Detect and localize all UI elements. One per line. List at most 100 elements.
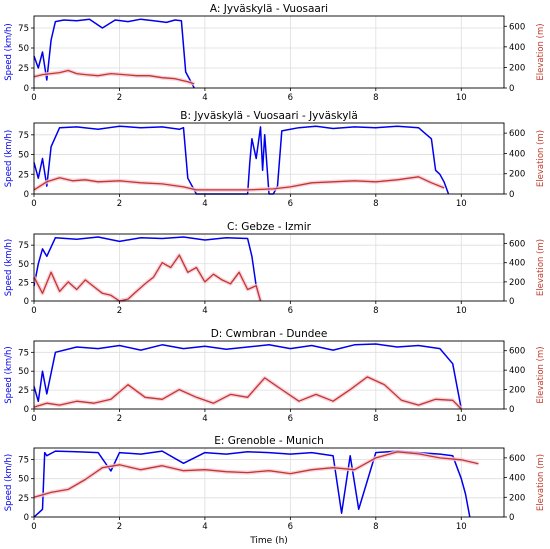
elevation-line [33, 69, 195, 85]
chart-panel-e: 0 2 4 6 8 10 0 25 50 75 0 200 400 600 E: Grenoble - Mu… [4, 435, 546, 546]
y-tick-label-left: 75 [18, 241, 29, 251]
y-tick-label-right: 0 [509, 84, 514, 94]
x-tick-label: 4 [202, 306, 207, 316]
y-tick-label-left: 50 [18, 367, 29, 377]
y-tick-label-left: 75 [18, 348, 29, 358]
y-tick-label-right: 200 [509, 386, 525, 396]
x-tick-label: 2 [117, 414, 122, 424]
y-tick-label-left: 0 [24, 513, 29, 523]
chart-panel-b: 0 2 4 6 8 10 0 25 50 75 0 200 400 600 B: Jyväskylä - V… [4, 110, 546, 209]
x-tick-label: 4 [202, 522, 207, 532]
x-tick-label: 2 [117, 93, 122, 103]
y-tick-label-right: 0 [509, 297, 514, 307]
y-tick-label-right: 200 [509, 63, 525, 73]
x-tick-label: 0 [31, 199, 36, 209]
x-tick-label: 0 [31, 522, 36, 532]
chart-title: D: Cwmbran - Dundee [211, 328, 328, 340]
y-tick-label-right: 200 [509, 493, 525, 503]
speed-line [33, 236, 262, 302]
y-tick-label-left: 50 [18, 151, 29, 161]
y-axis-label-speed: Speed (km/h) [4, 454, 14, 511]
axes-frame [33, 340, 505, 410]
y-tick-label-right: 400 [509, 43, 525, 53]
x-tick-label: 6 [288, 199, 293, 209]
y-tick-label-right: 0 [509, 190, 514, 200]
chart-panel-d: 0 2 4 6 8 10 0 25 50 75 0 200 400 600 D: Cwmbran - Dun… [4, 328, 546, 424]
y-tick-label-right: 600 [509, 347, 525, 357]
x-tick-label: 2 [117, 522, 122, 532]
y-tick-label-left: 50 [18, 260, 29, 270]
y-tick-label-left: 0 [24, 84, 29, 94]
y-axis-label-speed: Speed (km/h) [4, 130, 14, 187]
elevation-line [33, 376, 462, 410]
axes-frame [33, 15, 505, 89]
chart-panel-a: 0 2 4 6 8 10 0 25 50 75 0 200 400 600 A: Jyväskylä - V… [4, 3, 546, 103]
y-tick-label-right: 0 [509, 405, 514, 415]
y-tick-label-left: 25 [18, 386, 29, 396]
chart-title: E: Grenoble - Munich [214, 435, 324, 447]
x-tick-label: 4 [202, 93, 207, 103]
x-tick-label: 4 [202, 414, 207, 424]
y-tick-label-left: 75 [18, 131, 29, 141]
y-tick-label-right: 200 [509, 278, 525, 288]
y-tick-label-right: 600 [509, 22, 525, 32]
y-tick-label-left: 75 [18, 24, 29, 34]
y-tick-label-right: 600 [509, 129, 525, 139]
x-tick-label: 10 [456, 414, 467, 424]
y-tick-label-right: 600 [509, 240, 525, 250]
y-tick-label-left: 0 [24, 297, 29, 307]
y-tick-label-left: 50 [18, 475, 29, 485]
y-axis-label-elevation: Elevation (m) [536, 130, 546, 187]
y-tick-label-right: 400 [509, 259, 525, 269]
x-tick-label: 0 [31, 306, 36, 316]
y-tick-label-left: 25 [18, 494, 29, 504]
x-tick-label: 0 [31, 414, 36, 424]
elevation-band [32, 174, 445, 192]
y-axis-label-speed: Speed (km/h) [4, 239, 14, 296]
x-tick-label: 6 [288, 306, 293, 316]
speed-line [33, 343, 463, 410]
x-tick-label: 8 [373, 522, 378, 532]
elevation-band [33, 374, 463, 411]
chart-title: A: Jyväskylä - Vuosaari [210, 3, 328, 15]
y-tick-label-right: 400 [509, 149, 525, 159]
y-tick-label-left: 0 [24, 405, 29, 415]
y-axis-label-elevation: Elevation (m) [536, 346, 546, 403]
y-tick-label-right: 600 [509, 454, 525, 464]
y-tick-label-left: 25 [18, 170, 29, 180]
speed-line [33, 450, 471, 518]
y-tick-label-left: 25 [18, 278, 29, 288]
elevation-band [33, 449, 479, 500]
y-tick-label-left: 0 [24, 190, 29, 200]
elevation-line [33, 176, 445, 191]
y-axis-label-speed: Speed (km/h) [4, 346, 14, 403]
chart-panel-c: 0 2 4 6 8 10 0 25 50 75 0 200 400 600 C: Gebze - Izmir… [4, 221, 546, 316]
y-tick-label-right: 200 [509, 170, 525, 180]
elevation-line [33, 254, 262, 302]
y-axis-label-elevation: Elevation (m) [536, 23, 546, 80]
speed-line [33, 125, 450, 195]
x-tick-label: 4 [202, 199, 207, 209]
x-tick-label: 6 [288, 93, 293, 103]
y-tick-label-left: 75 [18, 456, 29, 466]
y-tick-label-right: 0 [509, 513, 514, 523]
elevation-line [33, 451, 479, 498]
x-tick-label: 8 [373, 306, 378, 316]
y-tick-label-right: 400 [509, 474, 525, 484]
axes-frame [33, 447, 505, 518]
x-tick-label: 2 [117, 199, 122, 209]
x-tick-label: 10 [456, 93, 467, 103]
x-tick-label: 0 [31, 93, 36, 103]
elevation-band [32, 253, 263, 303]
x-tick-label: 8 [373, 93, 378, 103]
x-tick-label: 8 [373, 199, 378, 209]
y-tick-label-left: 50 [18, 44, 29, 54]
y-tick-label-right: 400 [509, 366, 525, 376]
chart-title: C: Gebze - Izmir [227, 221, 312, 233]
axes-frame [33, 233, 505, 302]
x-tick-label: 10 [456, 306, 467, 316]
chart-title: B: Jyväskylä - Vuosaari - Jyväskylä [180, 110, 358, 122]
x-tick-label: 6 [288, 522, 293, 532]
axes-frame [33, 122, 505, 195]
